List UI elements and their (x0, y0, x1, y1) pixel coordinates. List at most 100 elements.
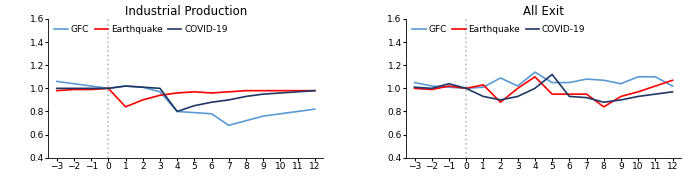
Earthquake (548, 93, 556, 95)
Line: GFC: GFC (415, 72, 672, 88)
GFC (428, 85, 436, 87)
GFC (668, 85, 676, 87)
COVID-19 (513, 95, 522, 98)
COVID-19 (531, 87, 539, 89)
COVID-19 (224, 99, 233, 101)
COVID-19 (548, 73, 556, 76)
GFC (513, 85, 522, 87)
COVID-19 (634, 95, 643, 98)
COVID-19 (70, 87, 78, 89)
Earthquake (428, 88, 436, 91)
GFC (155, 91, 164, 93)
Title: All Exit: All Exit (523, 5, 564, 18)
Earthquake (138, 99, 147, 101)
COVID-19 (277, 92, 285, 94)
Earthquake (70, 88, 78, 91)
COVID-19 (310, 89, 319, 92)
Line: Earthquake: Earthquake (415, 77, 672, 107)
COVID-19 (208, 101, 216, 103)
GFC (173, 110, 182, 113)
Earthquake (582, 93, 590, 95)
GFC (651, 76, 659, 78)
Earthquake (634, 91, 643, 93)
Line: GFC: GFC (56, 81, 314, 125)
Earthquake (293, 89, 301, 92)
COVID-19 (293, 91, 301, 93)
Earthquake (277, 89, 285, 92)
COVID-19 (600, 101, 608, 103)
GFC (52, 80, 61, 82)
COVID-19 (462, 87, 471, 89)
GFC (87, 85, 95, 87)
COVID-19 (242, 95, 250, 98)
Line: COVID-19: COVID-19 (56, 86, 314, 112)
Earthquake (259, 89, 267, 92)
Earthquake (497, 101, 505, 103)
GFC (105, 87, 113, 89)
COVID-19 (121, 85, 129, 87)
GFC (259, 115, 267, 117)
Earthquake (105, 87, 113, 89)
COVID-19 (87, 87, 95, 89)
GFC (566, 82, 574, 84)
COVID-19 (479, 95, 487, 98)
Earthquake (462, 87, 471, 89)
GFC (411, 82, 419, 84)
Earthquake (121, 106, 129, 108)
Earthquake (242, 89, 250, 92)
Earthquake (445, 85, 453, 87)
Earthquake (566, 93, 574, 95)
Earthquake (52, 89, 61, 92)
GFC (445, 86, 453, 88)
GFC (634, 76, 643, 78)
COVID-19 (582, 97, 590, 99)
GFC (242, 120, 250, 122)
Earthquake (617, 95, 625, 98)
Earthquake (310, 89, 319, 92)
COVID-19 (52, 87, 61, 89)
COVID-19 (497, 99, 505, 101)
GFC (497, 77, 505, 79)
Line: Earthquake: Earthquake (56, 88, 314, 107)
Earthquake (531, 76, 539, 78)
GFC (190, 112, 199, 114)
GFC (617, 83, 625, 85)
Earthquake (155, 94, 164, 97)
COVID-19 (155, 87, 164, 89)
GFC (121, 85, 129, 87)
COVID-19 (428, 87, 436, 89)
Line: COVID-19: COVID-19 (415, 74, 672, 102)
COVID-19 (617, 99, 625, 101)
Earthquake (208, 92, 216, 94)
GFC (548, 82, 556, 84)
GFC (600, 79, 608, 81)
Earthquake (173, 92, 182, 94)
Legend: GFC, Earthquake, COVID-19: GFC, Earthquake, COVID-19 (53, 24, 230, 36)
GFC (277, 113, 285, 115)
GFC (224, 124, 233, 127)
GFC (310, 108, 319, 110)
Title: Industrial Production: Industrial Production (125, 5, 247, 18)
COVID-19 (445, 83, 453, 85)
Earthquake (668, 79, 676, 81)
COVID-19 (138, 86, 147, 88)
COVID-19 (566, 95, 574, 98)
Earthquake (190, 91, 199, 93)
GFC (208, 113, 216, 115)
Earthquake (513, 87, 522, 89)
GFC (531, 71, 539, 73)
GFC (70, 83, 78, 85)
COVID-19 (259, 93, 267, 95)
COVID-19 (190, 105, 199, 107)
COVID-19 (411, 86, 419, 88)
GFC (293, 110, 301, 113)
Earthquake (87, 88, 95, 91)
Earthquake (411, 87, 419, 89)
GFC (582, 78, 590, 80)
Earthquake (224, 91, 233, 93)
COVID-19 (668, 91, 676, 93)
Earthquake (600, 106, 608, 108)
Earthquake (651, 85, 659, 87)
Legend: GFC, Earthquake, COVID-19: GFC, Earthquake, COVID-19 (411, 24, 588, 36)
Earthquake (479, 84, 487, 86)
